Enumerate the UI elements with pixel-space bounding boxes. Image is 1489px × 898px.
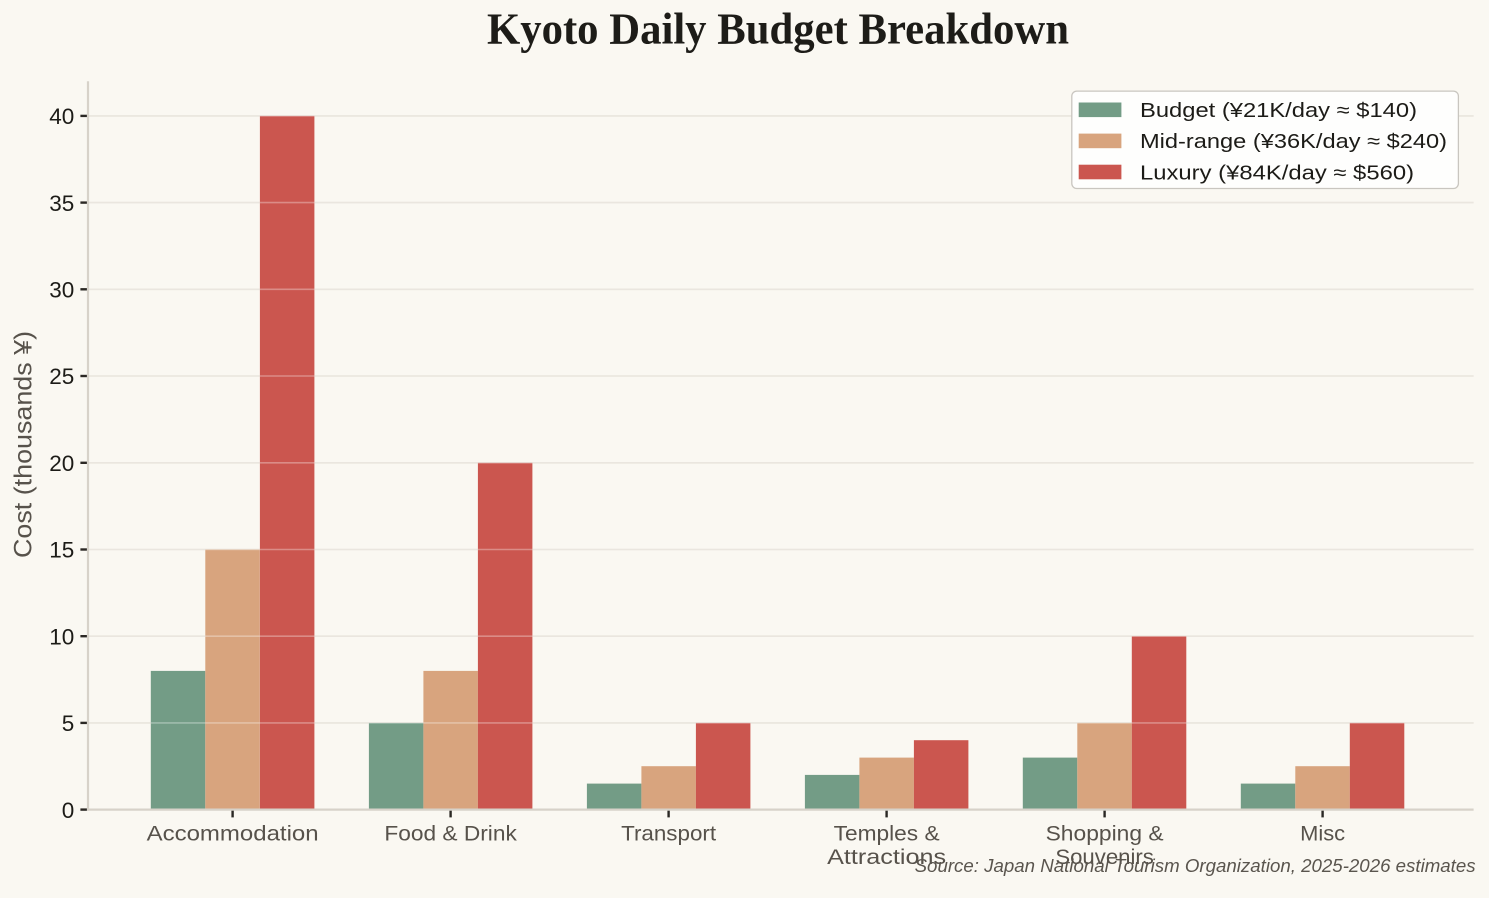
svg-text:0: 0 [62, 798, 75, 823]
svg-text:30: 30 [49, 278, 74, 303]
svg-text:25: 25 [49, 364, 74, 389]
svg-text:Transport: Transport [621, 822, 716, 846]
svg-text:Kyoto Daily Budget Breakdown: Kyoto Daily Budget Breakdown [487, 4, 1069, 54]
svg-text:40: 40 [49, 104, 74, 129]
svg-text:5: 5 [62, 711, 75, 736]
svg-text:35: 35 [49, 191, 74, 216]
svg-text:Shopping &: Shopping & [1046, 822, 1164, 846]
svg-text:Budget (¥21K/day ≈ $140): Budget (¥21K/day ≈ $140) [1140, 99, 1417, 122]
svg-text:Luxury (¥84K/day ≈ $560): Luxury (¥84K/day ≈ $560) [1140, 161, 1414, 184]
svg-text:Accommodation: Accommodation [147, 822, 319, 846]
svg-text:Food & Drink: Food & Drink [384, 822, 517, 846]
svg-text:20: 20 [49, 451, 74, 476]
svg-text:Temples &: Temples & [834, 822, 940, 846]
svg-text:Cost (thousands ¥): Cost (thousands ¥) [9, 331, 37, 558]
svg-text:10: 10 [49, 624, 74, 649]
svg-text:Attractions: Attractions [827, 845, 946, 869]
svg-text:15: 15 [49, 538, 74, 563]
svg-text:Source: Japan National Tourism: Source: Japan National Tourism Organizat… [915, 855, 1476, 876]
svg-text:Misc: Misc [1300, 822, 1345, 846]
svg-text:Souvenirs: Souvenirs [1055, 845, 1154, 869]
svg-text:Mid-range (¥36K/day ≈ $240): Mid-range (¥36K/day ≈ $240) [1140, 130, 1447, 153]
